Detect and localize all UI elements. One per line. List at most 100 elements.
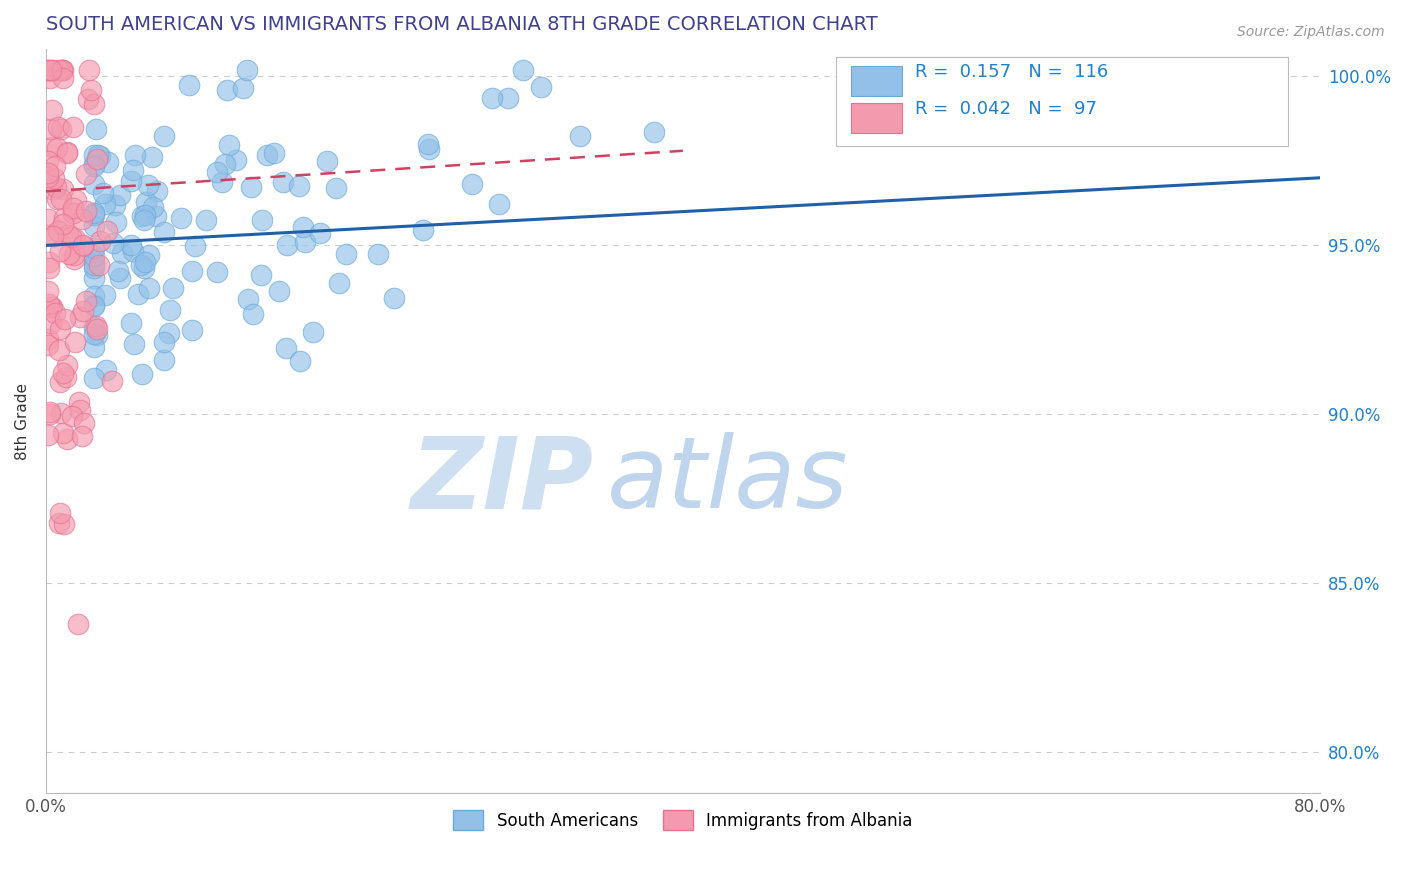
- Point: [105, 215, 128, 229]
- Point: [37, 169, 59, 184]
- Point: [152, 128, 174, 143]
- Point: [89, 149, 111, 163]
- Point: [56, 145, 79, 159]
- Point: [101, 235, 124, 250]
- Point: [39, 300, 62, 314]
- Point: [52, 217, 75, 231]
- Point: [643, 125, 665, 139]
- Point: [135, 194, 157, 209]
- Point: [86, 327, 108, 342]
- Point: [83, 242, 105, 256]
- Point: [83, 298, 105, 312]
- Point: [309, 226, 332, 240]
- Point: [107, 264, 129, 278]
- Point: [87, 258, 110, 272]
- Point: [205, 265, 228, 279]
- Point: [72, 304, 94, 318]
- Point: [157, 326, 180, 340]
- Point: [62, 206, 84, 220]
- Point: [134, 213, 156, 227]
- Point: [121, 163, 143, 178]
- Point: [53, 311, 76, 326]
- Point: [55, 146, 77, 161]
- Point: [51, 62, 73, 77]
- Point: [129, 258, 152, 272]
- Point: [56, 227, 79, 242]
- Point: [94, 363, 117, 377]
- Point: [120, 316, 142, 330]
- Point: [120, 238, 142, 252]
- Point: [46, 120, 69, 135]
- Point: [70, 212, 93, 227]
- Point: [39, 62, 62, 77]
- Point: [83, 159, 105, 173]
- Point: [152, 352, 174, 367]
- Point: [39, 316, 62, 330]
- Point: [97, 155, 120, 169]
- Point: [42, 171, 65, 186]
- Point: [83, 258, 105, 272]
- Text: Source: ZipAtlas.com: Source: ZipAtlas.com: [1237, 25, 1385, 39]
- Point: [239, 180, 262, 194]
- Point: [83, 327, 105, 342]
- Point: [83, 157, 105, 171]
- Point: [84, 319, 107, 334]
- Point: [75, 168, 97, 182]
- Point: [83, 370, 105, 384]
- Point: [141, 150, 163, 164]
- Point: [72, 237, 94, 252]
- Point: [37, 284, 59, 298]
- Point: [83, 177, 105, 191]
- Point: [108, 188, 131, 202]
- Point: [325, 181, 347, 195]
- Point: [294, 235, 316, 249]
- Point: [232, 81, 254, 95]
- Point: [412, 223, 434, 237]
- Point: [83, 340, 105, 354]
- Point: [145, 184, 167, 198]
- Point: [94, 196, 117, 211]
- Point: [418, 142, 440, 156]
- Point: [69, 403, 91, 417]
- Point: [56, 358, 79, 372]
- Point: [181, 264, 204, 278]
- Point: [328, 276, 350, 290]
- Point: [53, 211, 76, 226]
- Point: [46, 192, 69, 206]
- Point: [273, 175, 295, 189]
- Point: [41, 103, 63, 117]
- Point: [77, 62, 100, 77]
- Point: [49, 322, 72, 336]
- Point: [45, 180, 67, 194]
- Point: [53, 516, 76, 531]
- Point: [83, 289, 105, 303]
- Point: [49, 406, 72, 420]
- Point: [37, 338, 59, 352]
- Point: [238, 292, 260, 306]
- Point: [136, 178, 159, 193]
- Point: [83, 147, 105, 161]
- Point: [205, 165, 228, 179]
- Point: [131, 209, 153, 223]
- Point: [65, 335, 87, 350]
- Point: [49, 192, 72, 206]
- Point: [291, 220, 314, 235]
- Point: [72, 239, 94, 253]
- Text: atlas: atlas: [606, 432, 848, 529]
- Point: [51, 62, 73, 77]
- Point: [38, 261, 60, 276]
- Point: [124, 148, 146, 162]
- Point: [41, 62, 63, 77]
- Point: [267, 284, 290, 298]
- Point: [86, 147, 108, 161]
- Point: [195, 212, 218, 227]
- Point: [122, 244, 145, 259]
- Bar: [851, 103, 901, 133]
- Point: [83, 271, 105, 285]
- Point: [62, 201, 84, 215]
- Point: [101, 374, 124, 388]
- Point: [184, 239, 207, 253]
- Point: [44, 305, 66, 319]
- Point: [67, 394, 90, 409]
- Point: [83, 208, 105, 222]
